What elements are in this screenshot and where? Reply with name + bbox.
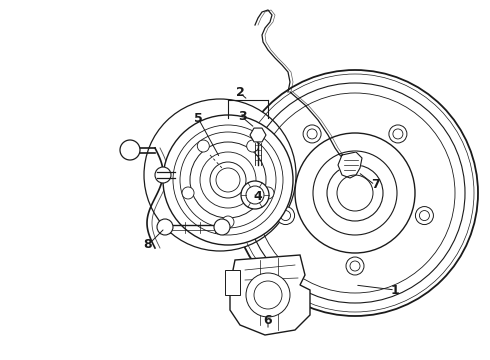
Circle shape [389, 125, 407, 143]
Circle shape [157, 219, 173, 235]
Circle shape [262, 187, 274, 199]
Text: 4: 4 [254, 189, 262, 202]
Text: 5: 5 [194, 112, 202, 125]
Circle shape [346, 257, 364, 275]
Circle shape [303, 125, 321, 143]
Circle shape [197, 140, 209, 152]
Circle shape [144, 99, 296, 251]
Circle shape [246, 273, 290, 317]
Text: 6: 6 [264, 314, 272, 327]
Circle shape [182, 187, 194, 199]
Circle shape [246, 140, 259, 152]
Circle shape [190, 142, 266, 218]
Circle shape [120, 140, 140, 160]
Text: 8: 8 [144, 238, 152, 252]
Polygon shape [338, 152, 362, 178]
Text: 7: 7 [370, 179, 379, 192]
Text: 2: 2 [236, 86, 245, 99]
Circle shape [210, 162, 246, 198]
Text: 3: 3 [238, 111, 246, 123]
Bar [225, 270, 240, 295]
Circle shape [295, 133, 415, 253]
Polygon shape [250, 128, 266, 142]
Circle shape [276, 207, 294, 225]
Circle shape [163, 115, 293, 245]
Circle shape [416, 207, 434, 225]
Text: 1: 1 [391, 284, 399, 297]
Circle shape [327, 165, 383, 221]
Circle shape [214, 219, 230, 235]
Circle shape [222, 216, 234, 228]
Circle shape [241, 181, 269, 209]
Polygon shape [230, 255, 310, 335]
Circle shape [155, 167, 171, 183]
Circle shape [232, 70, 478, 316]
